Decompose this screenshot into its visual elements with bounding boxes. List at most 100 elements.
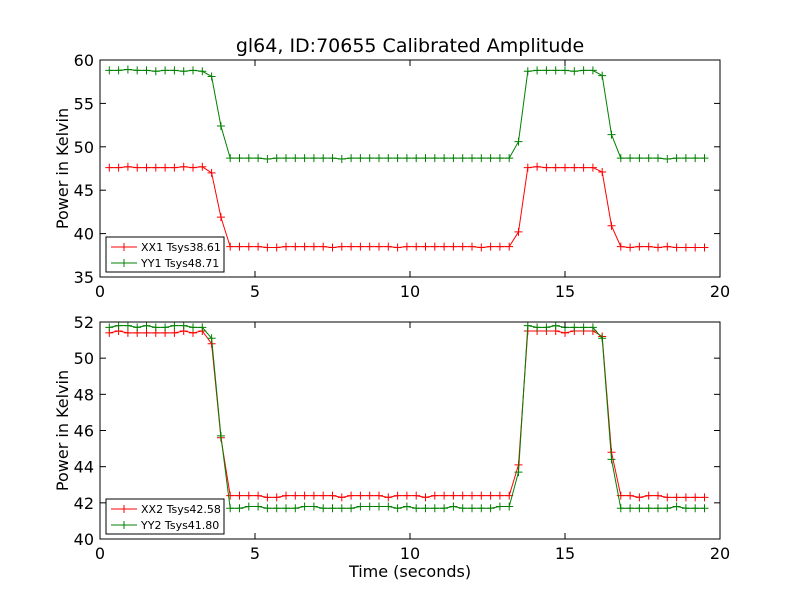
data-point <box>123 162 132 171</box>
y-tick-label: 40 <box>74 225 94 244</box>
data-point <box>468 504 476 513</box>
data-point <box>133 66 142 75</box>
y-tick-label: 52 <box>74 313 94 332</box>
data-point <box>337 242 346 251</box>
data-point <box>272 493 281 502</box>
data-point <box>468 242 476 251</box>
data-point <box>365 491 374 500</box>
data-point <box>635 493 644 502</box>
y-tick-label: 44 <box>74 458 94 477</box>
data-point <box>244 502 253 511</box>
data-point <box>654 154 662 163</box>
data-point <box>263 243 272 252</box>
data-point <box>105 163 114 172</box>
chart-panel-1: 0 5 10 15 20 35 40 45 50 55 60 gl64, ID:70655 Calib… <box>53 35 730 301</box>
data-point <box>514 137 523 146</box>
legend-box <box>105 236 225 273</box>
data-point <box>244 242 253 251</box>
data-point <box>663 242 672 251</box>
y-tick-label: 46 <box>74 422 94 441</box>
data-point <box>663 504 672 513</box>
data-point <box>328 243 337 252</box>
data-point <box>691 243 700 252</box>
data-point <box>681 493 690 502</box>
data-point <box>644 491 653 500</box>
data-point <box>495 154 504 163</box>
data-point <box>235 491 244 500</box>
data-point <box>523 67 532 76</box>
data-point <box>170 163 179 172</box>
data-point <box>458 242 467 251</box>
data-point <box>542 66 551 75</box>
series-2 <box>105 65 709 163</box>
data-point <box>691 154 700 163</box>
data-point <box>523 322 532 330</box>
data-point <box>402 502 411 511</box>
data-point <box>412 504 421 513</box>
data-point <box>700 243 709 252</box>
data-point <box>644 154 653 163</box>
data-point <box>421 242 430 251</box>
series-line <box>109 330 705 498</box>
data-point <box>691 493 700 502</box>
data-point <box>412 154 421 163</box>
data-point <box>309 242 318 251</box>
data-point <box>226 154 235 163</box>
x-tick-label: 5 <box>250 544 260 563</box>
y-tick-label: 55 <box>74 94 94 113</box>
data-point <box>347 491 356 500</box>
data-point <box>440 154 449 163</box>
data-point <box>551 66 560 75</box>
data-point <box>151 67 160 76</box>
data-point <box>514 227 523 236</box>
data-point <box>616 154 625 163</box>
data-point <box>254 491 263 500</box>
series-1 <box>105 327 709 502</box>
data-point <box>626 154 635 163</box>
data-point <box>421 493 430 502</box>
data-point <box>681 504 690 513</box>
data-point <box>588 163 597 172</box>
data-point <box>142 66 151 75</box>
data-point <box>282 504 290 513</box>
data-point <box>598 334 607 343</box>
data-point <box>282 491 290 500</box>
x-tick-label: 15 <box>555 282 575 301</box>
data-point <box>402 491 411 500</box>
data-point <box>216 121 225 130</box>
data-point <box>291 154 300 163</box>
data-point <box>384 242 393 251</box>
data-point <box>235 154 244 163</box>
data-point <box>207 72 216 81</box>
data-point <box>495 491 504 500</box>
legend-marker <box>120 259 128 267</box>
legend-marker <box>120 505 128 513</box>
data-point <box>291 491 300 500</box>
data-point <box>216 213 225 222</box>
data-point <box>319 491 328 500</box>
data-point <box>477 491 486 500</box>
data-point <box>505 242 514 251</box>
data-point <box>254 502 263 511</box>
data-point <box>458 504 467 513</box>
data-point <box>300 242 309 251</box>
data-point <box>179 322 188 330</box>
data-point <box>486 504 495 513</box>
data-point <box>672 493 681 502</box>
x-tick-label: 10 <box>400 544 420 563</box>
data-point <box>216 431 225 440</box>
data-point <box>533 66 542 75</box>
data-point <box>226 242 235 251</box>
data-point <box>179 162 188 171</box>
data-point <box>375 242 383 251</box>
data-point <box>356 491 365 500</box>
data-point <box>189 66 197 75</box>
data-point <box>226 504 235 513</box>
data-point <box>412 242 421 251</box>
data-point <box>142 322 151 330</box>
data-point <box>505 154 514 163</box>
data-point <box>337 504 346 513</box>
data-point <box>347 242 356 251</box>
data-point <box>468 154 476 163</box>
data-point <box>151 323 160 332</box>
